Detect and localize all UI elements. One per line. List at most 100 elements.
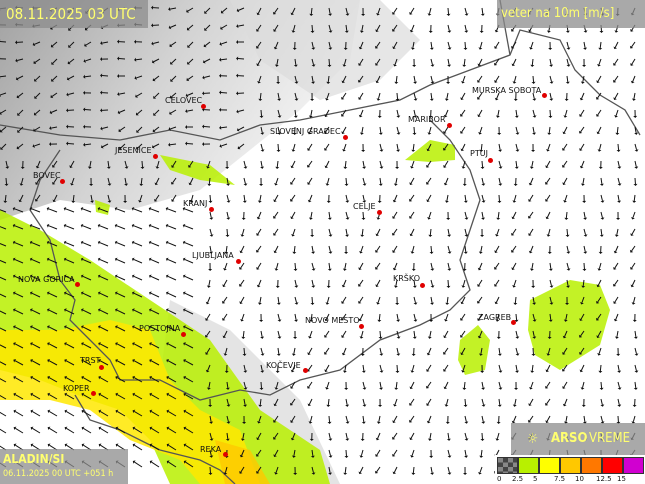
wind-arrow-head — [219, 57, 222, 62]
wind-arrow — [224, 466, 228, 473]
wind-arrow-head — [17, 129, 21, 133]
wind-arrow — [394, 194, 398, 201]
wind-arrow-head — [135, 112, 139, 116]
wind-arrow-head — [29, 223, 33, 228]
wind-arrow-head — [148, 257, 152, 262]
wind-arrow — [274, 398, 279, 405]
wind-arrow — [208, 381, 211, 388]
wind-arrow-head — [275, 370, 280, 373]
wind-arrow-head — [392, 216, 396, 219]
wind-arrow — [223, 296, 228, 303]
wind-arrow-head — [187, 61, 190, 65]
wind-arrow — [376, 41, 381, 48]
wind-arrow-head — [392, 250, 396, 253]
wind-arrow-head — [149, 291, 152, 296]
wind-arrow-head — [276, 302, 281, 305]
wind-arrow — [411, 160, 415, 167]
wind-arrow-head — [478, 471, 482, 475]
wind-arrow-head — [236, 73, 239, 78]
wind-arrow-head — [512, 200, 517, 203]
wind-arrow-head — [63, 274, 67, 279]
wind-arrow-head — [64, 443, 68, 447]
wind-arrow — [600, 415, 604, 422]
wind-arrow-head — [357, 283, 362, 287]
wind-arrow-head — [583, 47, 588, 50]
wind-arrow — [379, 177, 382, 185]
wind-arrow — [532, 330, 535, 337]
wind-arrow — [275, 466, 279, 473]
wind-arrow-head — [478, 132, 482, 135]
wind-arrow — [600, 211, 603, 218]
wind-arrow-head — [239, 250, 244, 254]
wind-arrow-head — [447, 30, 452, 33]
wind-arrow — [328, 449, 332, 456]
wind-arrow-head — [132, 392, 136, 397]
wind-arrow-head — [513, 302, 518, 305]
wind-arrow-head — [361, 217, 366, 220]
wind-arrow — [428, 126, 432, 133]
wind-arrow — [430, 296, 433, 303]
wind-arrow — [49, 427, 58, 434]
wind-arrow-head — [165, 274, 169, 279]
wind-arrow-head — [375, 284, 379, 287]
wind-arrow-head — [30, 358, 34, 363]
wind-arrow-head — [614, 30, 619, 33]
wind-arrow-head — [165, 206, 169, 211]
wind-arrow-head — [544, 385, 549, 389]
wind-arrow-head — [426, 352, 431, 356]
wind-arrow-head — [310, 98, 315, 101]
wind-arrow-head — [13, 325, 16, 329]
wind-arrow-head — [152, 78, 156, 82]
wind-arrow — [496, 92, 500, 99]
legend-swatch — [602, 457, 623, 474]
wind-arrow-head — [293, 336, 298, 339]
wind-arrow-head — [464, 30, 469, 33]
wind-arrow — [427, 364, 432, 371]
wind-arrow — [0, 226, 7, 230]
wind-arrow-head — [545, 369, 550, 373]
wind-arrow-head — [393, 403, 397, 407]
wind-arrow-head — [148, 206, 152, 211]
wind-arrow-head — [115, 375, 119, 380]
wind-arrow — [150, 377, 160, 383]
wind-arrow — [512, 41, 517, 48]
wind-arrow-head — [392, 267, 397, 271]
wind-arrow — [600, 194, 603, 201]
wind-arrow-head — [632, 319, 637, 322]
wind-arrow-head — [326, 285, 331, 288]
wind-arrow — [36, 194, 41, 201]
wind-arrow-head — [344, 30, 349, 33]
wind-arrow-head — [183, 325, 186, 329]
wind-arrow — [345, 398, 348, 405]
wind-arrow-head — [46, 206, 50, 211]
city-label: ZAGREB — [478, 313, 512, 322]
wind-arrow — [360, 330, 364, 337]
wind-arrow — [549, 75, 553, 82]
wind-arrow-head — [29, 274, 33, 279]
wind-arrow-head — [581, 404, 586, 407]
wind-arrow — [633, 194, 636, 202]
wind-arrow — [359, 466, 364, 473]
wind-arrow-head — [447, 472, 452, 475]
wind-arrow — [274, 432, 279, 439]
wind-arrow — [495, 296, 500, 303]
wind-arrow-head — [84, 43, 87, 47]
wind-arrow — [344, 466, 347, 474]
wind-arrow — [614, 41, 619, 48]
wind-arrow-head — [118, 128, 122, 133]
wind-arrow-head — [98, 392, 102, 397]
wind-arrow — [411, 24, 415, 31]
wind-arrow-head — [515, 370, 520, 373]
wind-arrow-head — [274, 182, 278, 186]
wind-arrow — [393, 245, 398, 252]
wind-arrow — [184, 394, 194, 400]
wind-arrow — [66, 427, 75, 434]
wind-arrow-head — [512, 81, 517, 84]
wind-arrow-head — [307, 182, 311, 185]
wind-arrow — [274, 245, 279, 252]
wind-arrow — [275, 177, 279, 184]
city-marker — [303, 368, 308, 373]
wind-arrow-head — [548, 268, 553, 271]
wind-arrow-head — [409, 386, 414, 390]
wind-arrow-head — [376, 12, 380, 16]
